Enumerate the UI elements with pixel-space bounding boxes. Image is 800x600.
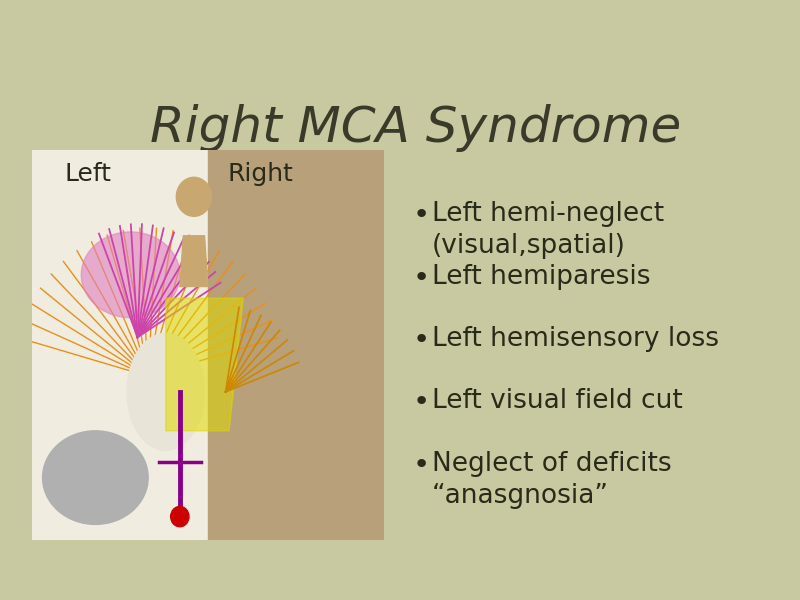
Circle shape xyxy=(170,506,189,527)
Text: Neglect of deficits
“anasgnosia”: Neglect of deficits “anasgnosia” xyxy=(432,451,671,509)
Text: •: • xyxy=(413,451,430,479)
Polygon shape xyxy=(208,150,384,540)
Text: •: • xyxy=(413,202,430,229)
Ellipse shape xyxy=(42,431,148,524)
Polygon shape xyxy=(32,150,208,540)
Polygon shape xyxy=(166,298,243,431)
Polygon shape xyxy=(180,236,208,286)
Ellipse shape xyxy=(176,178,211,216)
Text: Left: Left xyxy=(65,161,112,185)
Text: Right MCA Syndrome: Right MCA Syndrome xyxy=(150,104,681,152)
Ellipse shape xyxy=(127,334,205,450)
Text: Left hemiparesis: Left hemiparesis xyxy=(432,264,650,290)
Text: •: • xyxy=(413,326,430,354)
Ellipse shape xyxy=(82,232,180,317)
Text: Left hemi-neglect
(visual,spatial): Left hemi-neglect (visual,spatial) xyxy=(432,202,664,259)
Text: Left hemisensory loss: Left hemisensory loss xyxy=(432,326,718,352)
Text: •: • xyxy=(413,264,430,292)
Text: •: • xyxy=(413,388,430,416)
Text: Left visual field cut: Left visual field cut xyxy=(432,388,682,415)
Text: Right: Right xyxy=(228,161,294,185)
